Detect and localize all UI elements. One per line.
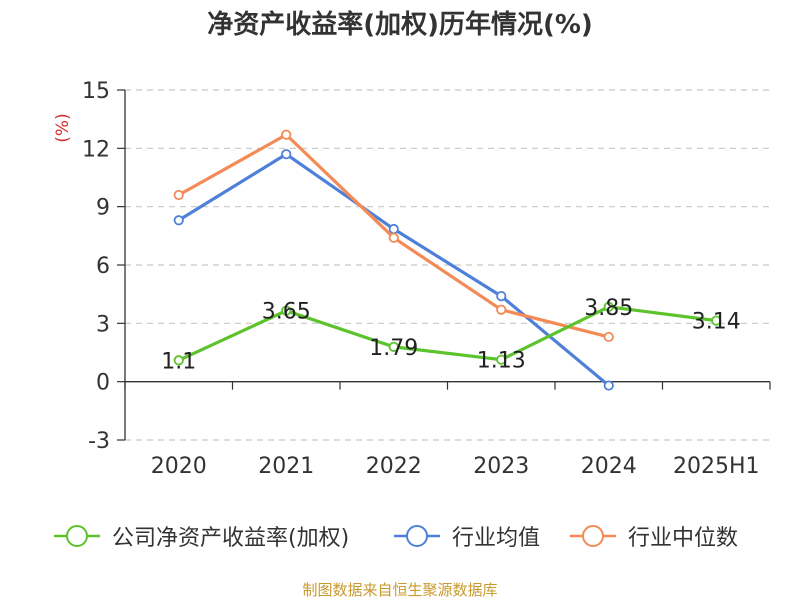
y-tick-label: 9 bbox=[96, 196, 110, 221]
chart-title: 净资产收益率(加权)历年情况(%) bbox=[207, 10, 593, 40]
y-tick-label: 6 bbox=[96, 254, 110, 279]
data-point bbox=[281, 149, 292, 160]
legend-item[interactable]: 公司净资产收益率(加权) bbox=[52, 520, 349, 552]
legend-marker bbox=[54, 525, 100, 547]
data-point bbox=[496, 291, 507, 302]
x-tick-label: 2022 bbox=[366, 454, 422, 479]
y-axis-label: (%) bbox=[53, 113, 73, 142]
axes: -3 0 3 6 9 12 15 2020 2021 2022 2023 2024 2025H1 (%) bbox=[53, 79, 771, 479]
series-lines bbox=[173, 129, 722, 391]
data-label: 1.79 bbox=[369, 336, 418, 361]
y-tick-label: 12 bbox=[82, 137, 110, 162]
data-point bbox=[388, 341, 399, 352]
legend: 公司净资产收益率(加权) 行业均值 行业中位数 bbox=[0, 520, 800, 554]
legend-label: 公司净资产收益率(加权) bbox=[112, 526, 350, 551]
series-line bbox=[178, 305, 717, 362]
x-tick-label: 2024 bbox=[581, 454, 637, 479]
source-note: 制图数据来自恒生聚源数据库 bbox=[302, 581, 498, 599]
legend-marker bbox=[570, 525, 616, 547]
data-label: 3.85 bbox=[584, 296, 633, 321]
data-point bbox=[603, 301, 614, 312]
legend-label: 行业中位数 bbox=[628, 526, 739, 551]
data-point bbox=[281, 129, 292, 140]
data-point bbox=[388, 223, 399, 235]
x-tick-label: 2021 bbox=[258, 454, 314, 479]
legend-item[interactable]: 行业中位数 bbox=[568, 520, 738, 552]
y-tick-label: 15 bbox=[82, 79, 110, 104]
data-point bbox=[711, 315, 722, 326]
data-labels: 1.1 3.65 1.79 1.13 3.85 3.14 bbox=[161, 296, 740, 374]
y-tick-label: -3 bbox=[88, 429, 110, 454]
legend-item[interactable]: 行业均值 bbox=[392, 520, 540, 552]
data-point bbox=[603, 380, 614, 391]
data-point bbox=[496, 304, 507, 315]
grid-lines bbox=[125, 89, 770, 441]
data-point bbox=[603, 331, 614, 343]
data-point bbox=[173, 355, 184, 366]
data-point bbox=[173, 215, 184, 226]
data-point bbox=[496, 354, 507, 365]
x-tick-label: 2025H1 bbox=[673, 454, 760, 479]
y-tick-label: 0 bbox=[96, 371, 110, 396]
data-label: 1.1 bbox=[161, 349, 196, 374]
data-label: 3.14 bbox=[692, 310, 741, 335]
x-tick-label: 2020 bbox=[151, 454, 207, 479]
data-point bbox=[281, 305, 292, 316]
data-label: 3.65 bbox=[262, 300, 311, 325]
data-point bbox=[173, 189, 184, 201]
legend-label: 行业均值 bbox=[452, 526, 541, 551]
data-label: 1.13 bbox=[477, 349, 526, 374]
legend-marker bbox=[394, 525, 440, 547]
data-point bbox=[388, 232, 399, 243]
y-tick-label: 3 bbox=[96, 312, 110, 337]
x-tick-label: 2023 bbox=[473, 454, 529, 479]
